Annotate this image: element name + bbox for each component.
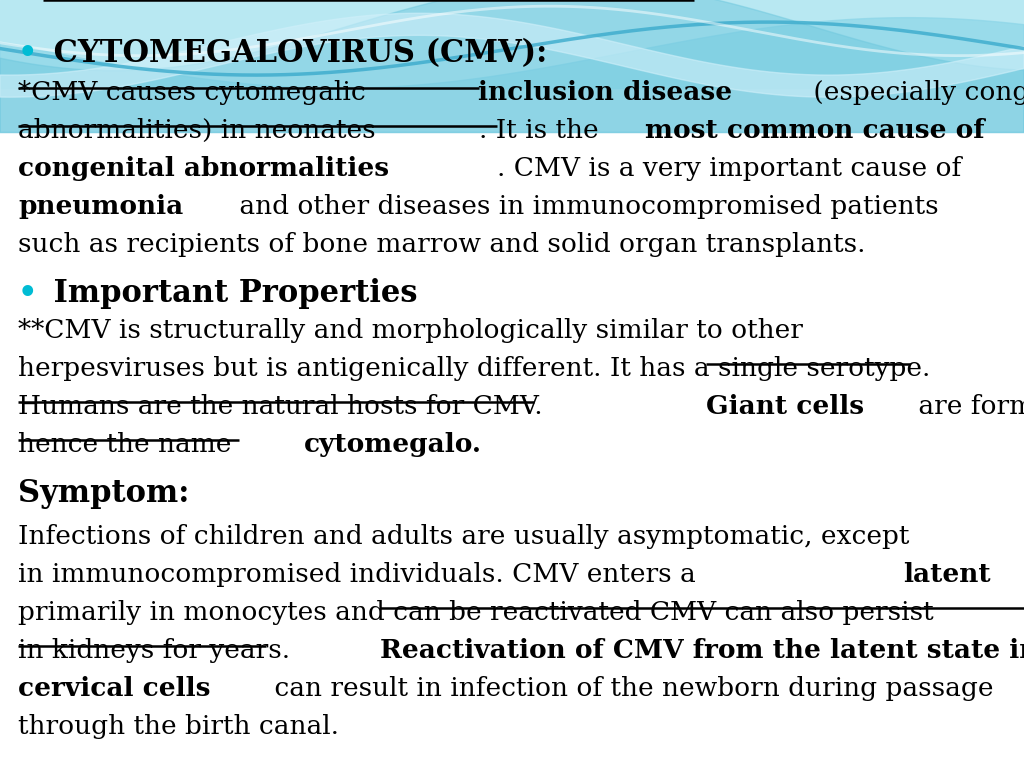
Text: cytomegalo.: cytomegalo. [304, 432, 482, 457]
Text: latent: latent [903, 562, 991, 587]
Text: . It is the: . It is the [479, 118, 607, 143]
Text: . CMV is a very important cause of: . CMV is a very important cause of [497, 156, 962, 181]
Text: hence the name: hence the name [18, 432, 240, 457]
Text: and other diseases in immunocompromised patients: and other diseases in immunocompromised … [231, 194, 939, 219]
Bar [0, 0, 1024, 88]
Text: are formed,: are formed, [909, 394, 1024, 419]
Text: most common cause of: most common cause of [645, 118, 984, 143]
Text: Symptom:: Symptom: [18, 478, 189, 509]
Text: (especially congenital: (especially congenital [806, 80, 1024, 105]
Text: abnormalities) in neonates: abnormalities) in neonates [18, 118, 376, 143]
Text: Reactivation of CMV from the latent state in: Reactivation of CMV from the latent stat… [380, 638, 1024, 663]
Text: Infections of children and adults are usually asymptomatic, except: Infections of children and adults are us… [18, 524, 909, 549]
Text: *CMV causes cytomegalic: *CMV causes cytomegalic [18, 80, 374, 105]
Text: cervical cells: cervical cells [18, 676, 211, 701]
Text: •: • [18, 38, 38, 69]
Text: pneumonia: pneumonia [18, 194, 183, 219]
Text: herpesviruses but is antigenically different. It has a single serotype.: herpesviruses but is antigenically diffe… [18, 356, 931, 381]
Text: •: • [18, 278, 38, 309]
Text: inclusion disease: inclusion disease [477, 80, 731, 105]
Text: Giant cells: Giant cells [706, 394, 864, 419]
Text: through the birth canal.: through the birth canal. [18, 714, 339, 739]
Text: Humans are the natural hosts for CMV.: Humans are the natural hosts for CMV. [18, 394, 551, 419]
Text: Important Properties: Important Properties [43, 278, 418, 309]
Text: such as recipients of bone marrow and solid organ transplants.: such as recipients of bone marrow and so… [18, 232, 865, 257]
Text: state: state [1017, 562, 1024, 587]
Text: congenital abnormalities: congenital abnormalities [18, 156, 389, 181]
Text: CYTOMEGALOVIRUS (CMV):: CYTOMEGALOVIRUS (CMV): [43, 38, 548, 69]
Text: **CMV is structurally and morphologically similar to other: **CMV is structurally and morphologicall… [18, 318, 803, 343]
Text: can result in infection of the newborn during passage: can result in infection of the newborn d… [266, 676, 994, 701]
Text: in kidneys for years.: in kidneys for years. [18, 638, 299, 663]
Text: in immunocompromised individuals. CMV enters a: in immunocompromised individuals. CMV en… [18, 562, 705, 587]
Text: primarily in monocytes and can be reactivated CMV can also persist: primarily in monocytes and can be reacti… [18, 600, 934, 625]
